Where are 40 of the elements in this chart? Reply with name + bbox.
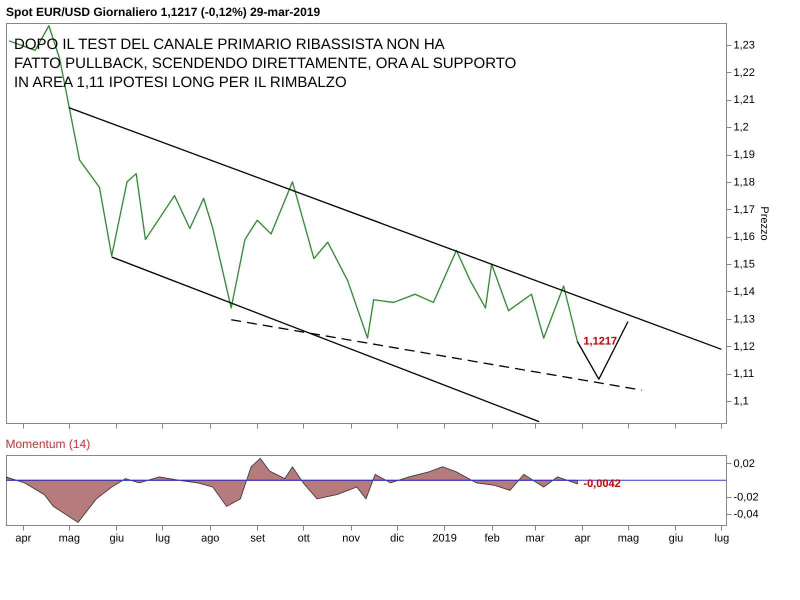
x-tick-label: lug (714, 532, 730, 544)
y-axis-title: Prezzo (758, 206, 770, 241)
x-tick-label: ott (298, 532, 310, 544)
y-tick-label: 1,1 (734, 396, 749, 408)
line-series (8, 25, 578, 342)
x-tick-label: apr (15, 532, 32, 544)
annotation: -0,0042 (583, 478, 621, 490)
y-tick-label: 1,13 (734, 313, 755, 326)
y-tick-label: 1,21 (734, 94, 755, 106)
y-tick-label: 1,11 (734, 368, 754, 380)
chart-title: Momentum (14) (6, 437, 90, 451)
y-tick-label: -0,02 (734, 492, 759, 504)
y-tick-label: -0,04 (734, 508, 759, 521)
x-tick-label: giu (109, 532, 124, 544)
y-tick-label: 1,19 (734, 149, 755, 162)
x-tick-label: nov (342, 532, 361, 544)
x-tick-label: lug (155, 532, 170, 544)
y-tick-label: 1,22 (734, 66, 755, 79)
x-tick-label: 2019 (432, 532, 457, 544)
annotation: FATTO PULLBACK, SCENDENDO DIRETTAMENTE, ORA AL SUPPORTO (14, 55, 516, 72)
y-tick-label: 1,18 (734, 176, 755, 188)
y-tick-label: 1,12 (734, 340, 755, 353)
y-tick-label: 1,23 (734, 39, 755, 52)
x-tick-label: feb (484, 532, 500, 544)
x-tick-label: dic (390, 532, 405, 544)
y-tick-label: 0,02 (734, 458, 755, 470)
x-tick-label: mag (618, 532, 640, 544)
y-tick-label: 1,17 (734, 204, 755, 216)
x-tick-label: ago (201, 532, 220, 544)
y-tick-label: 1,2 (734, 122, 749, 134)
chart-title: Spot EUR/USD Giornaliero 1,1217 (-0,12%) 29-mar-2019 (6, 5, 320, 19)
y-tick-label: 1,16 (734, 231, 755, 244)
y-tick-label: 1,14 (734, 286, 755, 298)
x-tick-label: set (250, 532, 266, 544)
x-tick-label: giu (668, 532, 684, 544)
annotation: 1,1217 (583, 336, 618, 348)
x-tick-label: mag (58, 532, 80, 544)
y-tick-label: 1,15 (734, 258, 755, 271)
x-tick-label: apr (574, 532, 591, 544)
x-tick-label: mar (526, 532, 545, 544)
